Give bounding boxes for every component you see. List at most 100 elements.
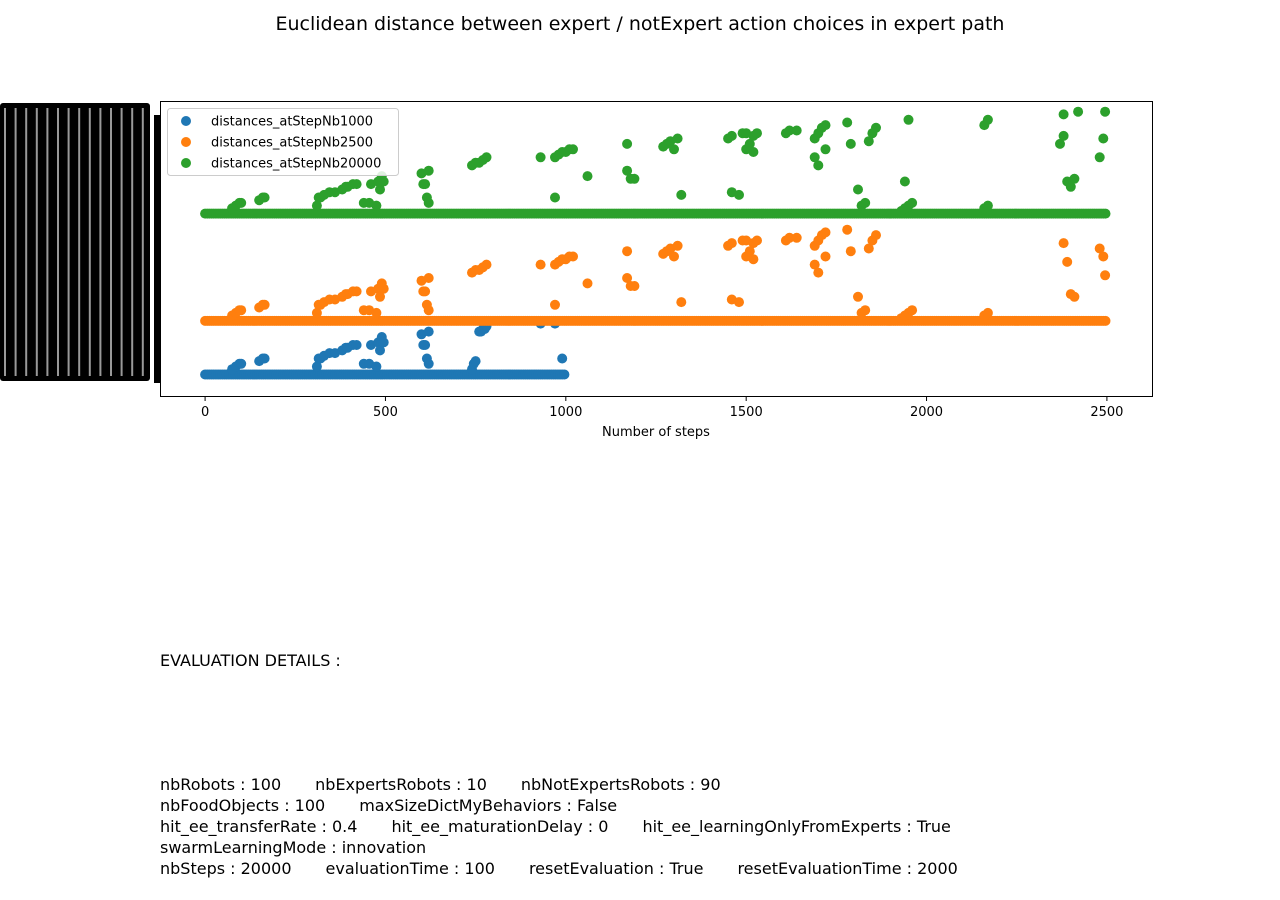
details-item: nbFoodObjects : 100 (160, 796, 326, 816)
data-point (311, 361, 322, 372)
data-point (351, 340, 362, 350)
data-point (559, 369, 570, 380)
y-tick-label-gap (25, 108, 28, 376)
data-point (748, 254, 759, 265)
data-point (629, 281, 640, 291)
y-tick-label-gap (4, 108, 6, 376)
y-tick-label-gap (57, 108, 59, 376)
data-point (842, 224, 853, 235)
legend-label: distances_atStepNb2500 (211, 136, 373, 151)
scatter-points (200, 106, 1111, 380)
data-point (311, 307, 322, 318)
legend-marker (181, 116, 191, 126)
data-point (676, 189, 687, 200)
data-point (535, 259, 546, 270)
details-spacer (160, 713, 958, 734)
details-row: nbFoodObjects : 100 maxSizeDictMyBehavior… (160, 796, 958, 817)
evaluation-details: EVALUATION DETAILS : nbRobots : 100 nbExp… (160, 609, 958, 900)
data-point (907, 305, 918, 316)
data-point (907, 197, 918, 208)
legend: distances_atStepNb1000 distances_atStepNb… (167, 108, 399, 176)
data-point (809, 152, 820, 163)
data-point (820, 227, 831, 238)
data-point (1094, 152, 1105, 163)
data-point (236, 358, 247, 369)
data-point (860, 197, 871, 208)
data-point (1055, 138, 1065, 149)
data-point (1100, 270, 1111, 281)
x-tick-label: 2000 (910, 405, 943, 420)
data-point (669, 251, 679, 262)
data-point (982, 307, 993, 318)
data-point (863, 243, 874, 254)
y-tick-label-gap (14, 108, 17, 376)
data-point (375, 291, 385, 302)
data-point (726, 238, 737, 249)
x-axis: 0 500 1000 1500 2000 2500 (201, 396, 1123, 420)
y-tick-label-gap (131, 108, 134, 376)
data-point (568, 144, 578, 155)
data-point (842, 117, 853, 128)
details-heading: EVALUATION DETAILS : (160, 650, 341, 670)
data-point (1098, 251, 1109, 262)
data-point (629, 173, 640, 184)
data-point (557, 353, 568, 364)
data-point (622, 165, 633, 176)
data-point (371, 361, 382, 372)
data-point (259, 299, 270, 310)
details-item: resetEvaluation : True (528, 858, 704, 878)
details-item: nbRobots : 100 (160, 775, 282, 795)
y-tick-label-gap (120, 108, 123, 376)
data-point (982, 200, 993, 211)
data-point (669, 144, 679, 155)
x-axis-label: Number of steps (602, 425, 710, 440)
data-point (418, 340, 429, 350)
data-point (672, 240, 683, 251)
data-point (982, 114, 993, 125)
data-point (1094, 243, 1105, 254)
legend-marker (181, 158, 191, 168)
data-point (378, 283, 389, 294)
data-point (1058, 130, 1069, 141)
data-point (423, 273, 434, 283)
data-point (1100, 315, 1111, 326)
plot-frame (160, 101, 1153, 397)
details-item: nbExpertsRobots : 10 (315, 775, 487, 795)
data-point (871, 122, 881, 133)
details-row: swarmLearningMode : innovation (160, 838, 958, 859)
data-point (568, 251, 578, 262)
data-point (726, 130, 737, 141)
details-item: evaluationTime : 100 (325, 858, 495, 878)
data-point (752, 128, 762, 139)
y-tick-label-gap (88, 108, 91, 376)
details-item: hit_ee_transferRate : 0.4 (160, 816, 358, 836)
data-point (582, 278, 593, 289)
data-point (1069, 173, 1080, 184)
data-point (550, 299, 560, 310)
series-distances_atStepNb20000 (200, 106, 1111, 219)
data-point (1100, 208, 1111, 219)
data-point (853, 291, 863, 302)
series-distances_atStepNb1000 (200, 318, 570, 380)
data-point (1100, 106, 1111, 117)
details-item: resetEvaluationTime : 2000 (737, 858, 958, 878)
data-point (791, 232, 802, 243)
data-point (418, 286, 429, 297)
data-point (375, 184, 385, 195)
data-point (311, 200, 322, 211)
data-point (481, 259, 492, 270)
data-point (1069, 291, 1080, 302)
data-point (784, 232, 795, 243)
data-point (820, 120, 831, 131)
data-point (371, 200, 382, 211)
y-tick-label-gap (99, 108, 102, 376)
y-tick-label-gap (141, 108, 144, 376)
details-item: nbNotExpertsRobots : 90 (520, 775, 721, 795)
data-point (375, 345, 385, 356)
data-point (1058, 238, 1069, 249)
details-item: hit_ee_maturationDelay : 0 (391, 816, 609, 836)
details-item: swarmLearningMode : innovation (160, 837, 427, 857)
data-point (1073, 106, 1084, 117)
x-tick-label: 1500 (730, 405, 763, 420)
x-tick-label: 0 (201, 405, 209, 420)
